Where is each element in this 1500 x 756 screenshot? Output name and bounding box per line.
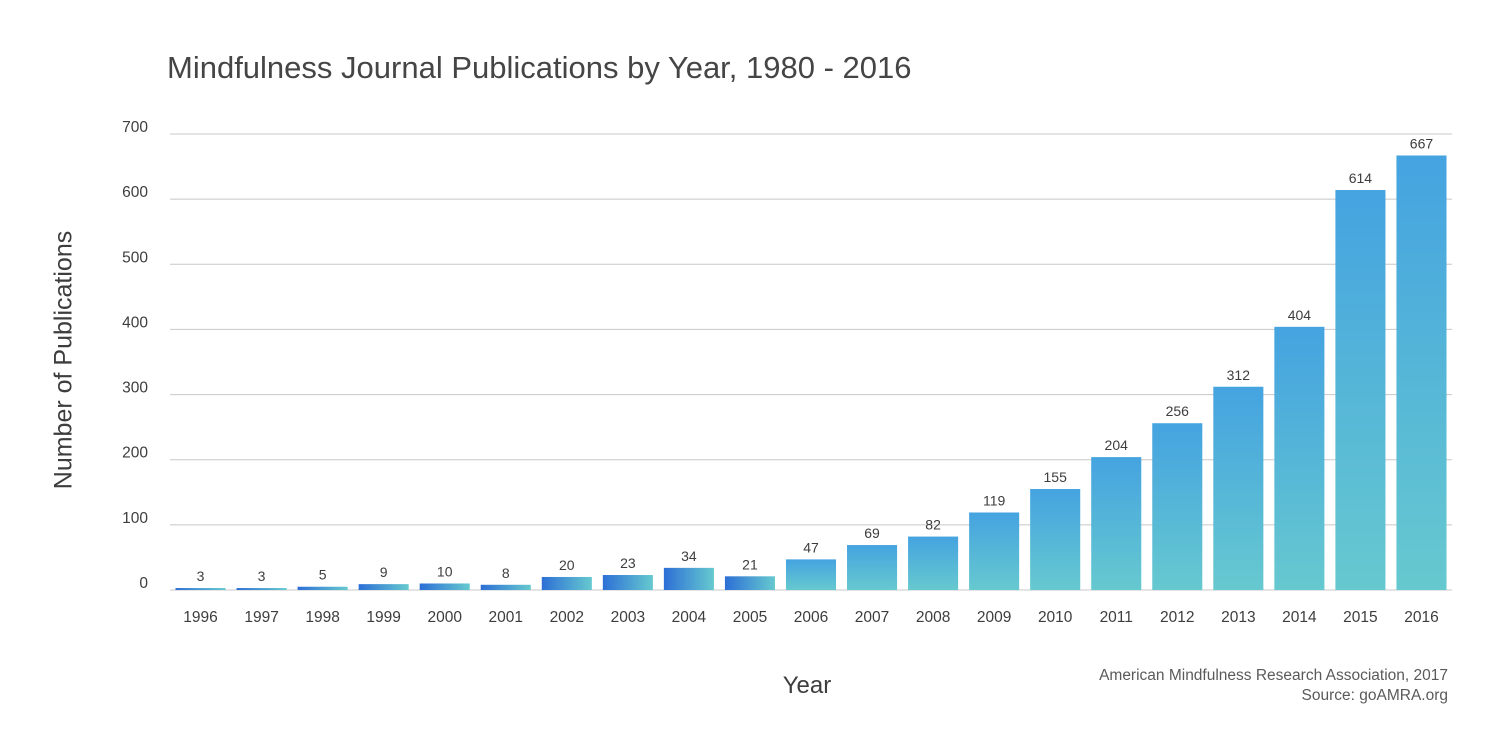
x-tick-label: 2004 [672,609,707,626]
y-tick-label: 600 [122,184,148,201]
x-tick-label: 2013 [1221,609,1255,626]
bar-2006 [785,559,837,590]
source-credits: American Mindfulness Research Associatio… [1099,666,1448,706]
x-tick-label: 2015 [1343,609,1377,626]
x-tick-label: 2006 [794,609,828,626]
x-tick-label: 2014 [1282,609,1317,626]
data-label: 312 [1227,367,1251,383]
bar-2007 [847,545,898,590]
x-tick-label: 2016 [1404,609,1438,626]
bar-2015 [1335,190,1386,590]
x-tick-label: 2000 [427,609,462,626]
bar-1998 [297,586,348,590]
bar-2014 [1274,326,1325,590]
data-label: 9 [380,564,388,580]
bar-1996 [175,588,226,590]
x-tick-label: 2009 [977,609,1011,626]
y-tick-label: 400 [122,314,148,331]
data-label: 155 [1044,469,1068,485]
bar-2002 [541,576,592,590]
y-axis-label: Number of Publications [49,230,78,490]
bar-2016 [1396,155,1447,591]
data-label: 69 [864,525,880,541]
data-label: 256 [1166,403,1190,419]
bar-2008 [908,536,959,590]
data-label: 3 [197,568,205,584]
credit-line-1: American Mindfulness Research Associatio… [1099,667,1448,684]
bar-2010 [1030,489,1081,590]
bar-2013 [1213,386,1264,590]
y-tick-label: 500 [122,249,148,266]
credit-line-2: Source: goAMRA.org [1301,687,1448,704]
y-tick-label: 100 [122,510,148,527]
bar-2003 [602,575,653,590]
x-tick-label: 1999 [366,609,400,626]
y-tick-label: 300 [122,380,148,397]
bar-2005 [724,576,775,590]
y-tick-label: 0 [139,575,148,592]
bar-1997 [236,588,287,590]
y-tick-label: 700 [122,119,148,136]
data-label: 20 [559,557,575,573]
data-label: 21 [742,556,758,572]
x-tick-label: 2011 [1100,609,1133,626]
bar-2000 [419,583,470,590]
data-label: 667 [1410,135,1434,151]
y-axis-ticks: 0 100 200 300 400 500 600 700 [122,119,148,592]
x-tick-label: 1997 [244,609,278,626]
chart-title: Mindfulness Journal Publications by Year… [167,50,912,85]
x-tick-label: 2002 [550,609,584,626]
x-tick-label: 2010 [1038,609,1073,626]
x-tick-label: 1998 [305,609,339,626]
x-tick-label: 2012 [1160,609,1194,626]
gridlines [170,133,1452,591]
data-label: 119 [983,492,1006,508]
data-label: 34 [681,548,697,564]
data-label: 82 [925,517,941,533]
data-labels: 3 3 5 9 10 8 20 23 34 21 47 69 82 119 155 204 256 312 404 6… [197,135,1434,584]
data-label: 404 [1288,307,1312,323]
bar-2011 [1091,457,1142,590]
data-label: 47 [803,539,819,555]
bar-2001 [480,584,531,590]
data-label: 204 [1105,437,1129,453]
x-tick-label: 2007 [855,609,889,626]
bar-2004 [663,567,714,590]
x-axis-label: Year [782,672,832,699]
data-label: 10 [437,563,453,579]
bar-2012 [1152,423,1203,590]
y-tick-label: 200 [122,445,148,462]
bar-2009 [969,512,1020,590]
data-label: 614 [1349,170,1373,186]
x-tick-label: 1996 [183,609,217,626]
bar-1999 [358,584,409,590]
data-label: 23 [620,555,636,571]
x-tick-label: 2003 [611,609,645,626]
x-tick-label: 2005 [733,609,767,626]
x-axis-ticks: 1996 1997 1998 1999 2000 2001 2002 2003 2004 2005… [183,609,1438,626]
data-label: 5 [319,567,327,583]
x-tick-label: 2001 [489,609,523,626]
data-label: 8 [502,565,510,581]
bars [175,155,1447,591]
x-tick-label: 2008 [916,609,950,626]
data-label: 3 [258,568,266,584]
